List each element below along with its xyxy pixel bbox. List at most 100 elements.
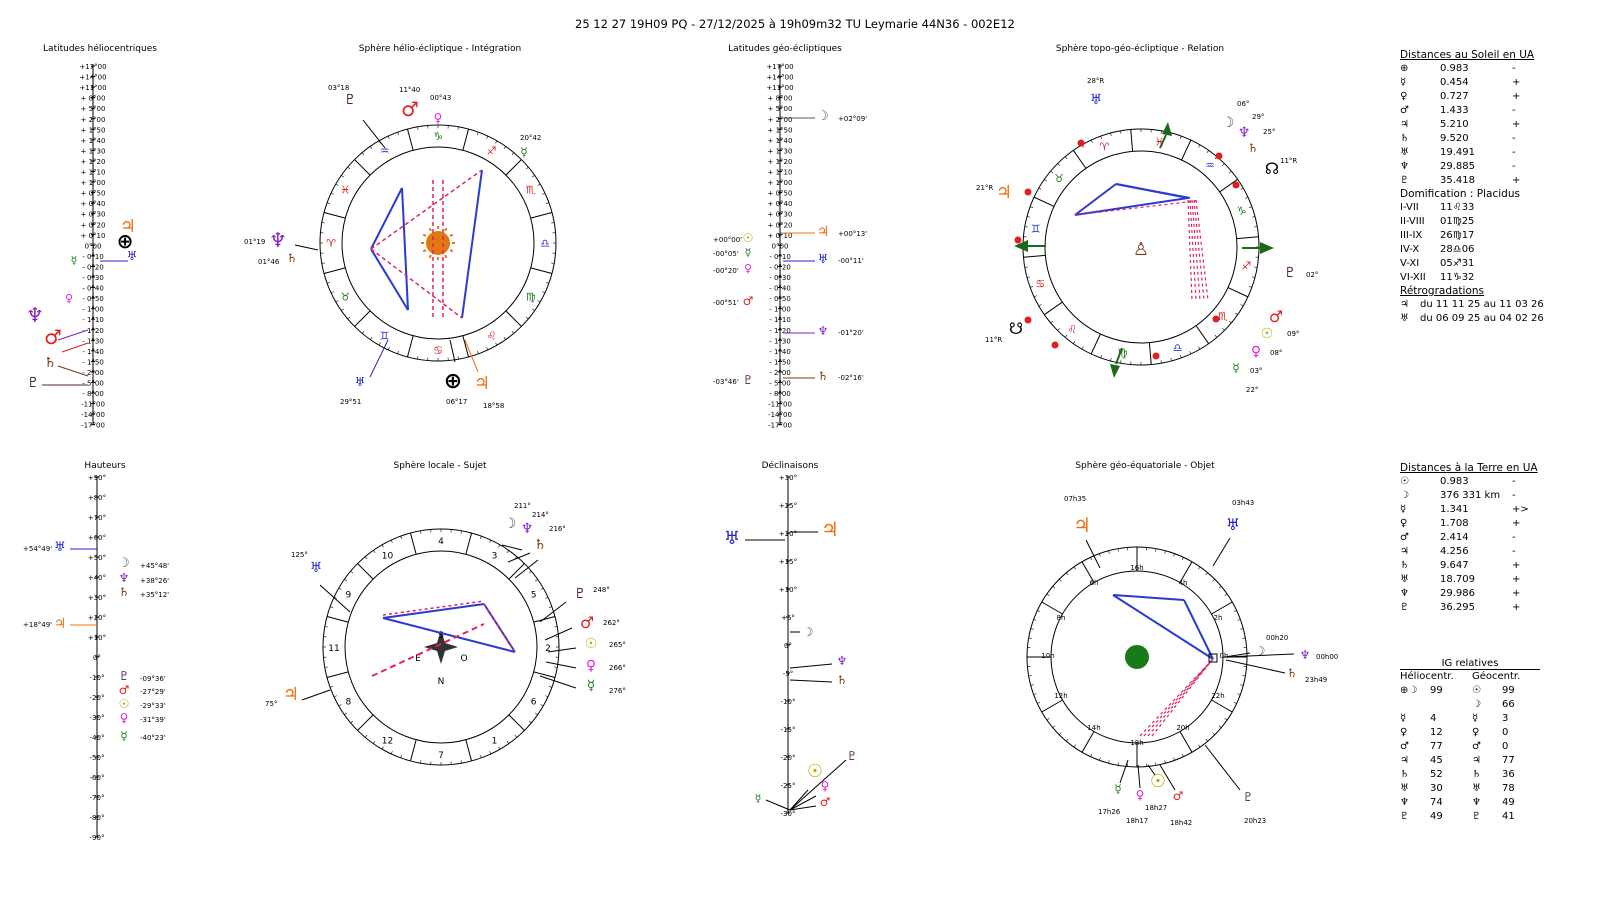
distances-sun-title: Distances au Soleil en UA (1400, 49, 1535, 61)
helio-wheel-degree-tick (503, 337, 506, 340)
mercury-topo-label: 03° (1250, 367, 1262, 375)
distance-row: ☽ 376 331 km - (1400, 489, 1580, 503)
hour-label: 2h (1214, 614, 1223, 622)
pluto-local-label: 248° (593, 586, 610, 594)
geo-lat-scale-tick-label: -14°00 (768, 411, 792, 419)
jupiter-pointer (464, 339, 479, 373)
equat-aspect-red (1147, 658, 1214, 737)
moon-height-label: +45°48' (140, 562, 169, 570)
equat-wheel-degree-tick (1240, 684, 1244, 686)
sun-topo-label: 09° (1287, 330, 1299, 338)
helio-wheel-sector-label: ♋ (433, 344, 443, 357)
height-scale-tick-label: +70° (88, 514, 106, 522)
equat-marker (1208, 653, 1218, 663)
local-wheel-degree-tick (480, 536, 482, 540)
house-cusp: 11♌33 (1440, 202, 1475, 213)
jupiter-height-label: +18°49' (23, 621, 52, 629)
geo-lat-scale-tick-label: - 1°20 (769, 327, 791, 335)
height-scale-tick-label: -60° (90, 774, 105, 782)
earth-center-icon (1125, 645, 1149, 669)
moon-glyph: ☽ (1222, 115, 1235, 131)
helio-wheel-sector-label: ♏ (526, 184, 536, 197)
helio-wheel-degree-tick (495, 342, 498, 346)
helio-wheel-degree-tick (370, 146, 373, 149)
uranus-local-label: 125° (291, 551, 308, 559)
topo-wheel-sector-line (1044, 301, 1063, 316)
topo-wheel-degree-tick (1228, 320, 1232, 324)
decl-scale-tick-label: 0° (784, 642, 792, 650)
hour-label: 18h (1130, 739, 1143, 747)
helio-lat-scale-tick-label: - 1°30 (82, 337, 104, 345)
mercury-glyph: ☿ (520, 145, 527, 159)
helio-wheel-degree-tick (542, 291, 546, 294)
equat-wheel-degree-tick (1090, 753, 1093, 757)
height-scale-tick-label: -10° (90, 674, 105, 682)
distance-row: ♃ 4.256 - (1400, 545, 1580, 559)
saturn-glyph: ♄ (1287, 666, 1298, 680)
ig-value: 77 (1502, 755, 1515, 766)
local-wheel-degree-tick (400, 536, 402, 540)
saturn-local-label: 216° (549, 525, 566, 533)
local-wheel-degree-tick (338, 587, 342, 590)
saturn-equat-label: 23h49 (1305, 676, 1327, 684)
sun-lat-label: +00°00' (713, 236, 742, 244)
topo-wheel-degree-tick (1245, 295, 1249, 298)
topo-wheel-sector-line (1236, 236, 1259, 240)
topo-wheel-degree-tick (1240, 304, 1244, 307)
uranus-lat-label: -00°11' (838, 257, 864, 265)
ig-row: ♃ 45 ♃ 77 (1400, 754, 1540, 768)
topo-wheel-degree-tick (1252, 276, 1256, 278)
local-wheel-inner-ring (344, 550, 538, 744)
topo-wheel-degree-tick (1024, 266, 1028, 268)
topo-wheel-sector-label: ♍ (1117, 346, 1127, 359)
house-row: VI-XII 11♑32 (1400, 271, 1580, 285)
equat-pointer (1204, 744, 1241, 791)
ig-value: 66 (1502, 699, 1515, 710)
local-wheel-sector-line (326, 615, 349, 623)
local-wheel-sector-line (326, 671, 349, 679)
equat-wheel-degree-tick (1041, 601, 1045, 604)
topo-wheel-degree-tick (1198, 346, 1201, 350)
local-wheel-degree-tick (400, 754, 402, 758)
sun-ray (449, 233, 454, 237)
equat-wheel-degree-tick (1181, 557, 1184, 561)
ic-arrow (1110, 364, 1120, 378)
equat-wheel-sector-line (1179, 561, 1193, 583)
helio-lat-scale-tick-label: + 8°00 (81, 95, 106, 103)
mc-arrow (1162, 122, 1172, 136)
uranus-topo-label: 28°R (1087, 77, 1104, 85)
title-geo-lat: Latitudes géo-écliptiques (728, 44, 842, 54)
moon-glyph: ☽ (803, 625, 814, 639)
mars-local-label: 262° (603, 619, 620, 627)
height-scale-tick-label: -80° (90, 814, 105, 822)
hour-label: 10h (1041, 652, 1054, 660)
helio-lat-scale-tick-label: + 0°40 (81, 200, 106, 208)
equat-aspect-blue (1183, 599, 1214, 660)
topo-wheel-sector-line (1181, 139, 1192, 161)
pluto-glyph: ♇ (574, 586, 587, 602)
venus-lat-label: -00°20' (713, 267, 739, 275)
helio-wheel-degree-tick (551, 222, 555, 224)
decl-scale-tick-label: +5° (781, 614, 795, 622)
mars-glyph: ♂ (401, 97, 419, 121)
house-cusp: 28♎06 (1440, 244, 1475, 255)
house-cusp-dot (1024, 316, 1032, 324)
helio-wheel-sector-label: ♒ (380, 144, 390, 157)
equat-wheel-degree-tick (1190, 749, 1193, 753)
local-wheel-degree-tick (545, 695, 549, 698)
mercury-glyph: ☿ (71, 254, 78, 267)
equat-wheel-degree-tick (1033, 619, 1037, 621)
equat-wheel-degree-tick (1059, 732, 1062, 735)
helio-aspect-blue (461, 169, 483, 319)
local-wheel-degree-tick (470, 532, 472, 536)
mercury-glyph: ☿ (1232, 361, 1239, 375)
local-wheel-sector-label: 12 (382, 737, 393, 747)
earth-pointer (449, 339, 456, 363)
local-wheel-degree-tick (357, 728, 360, 731)
title-equat-sphere: Sphère géo-équatoriale - Objet (1075, 461, 1215, 471)
height-scale-tick-label: +10° (88, 634, 106, 642)
local-wheel-degree-tick (330, 686, 334, 688)
venus-glyph: ♀ (744, 262, 752, 275)
neptune-lat-label: -01°20' (838, 329, 864, 337)
